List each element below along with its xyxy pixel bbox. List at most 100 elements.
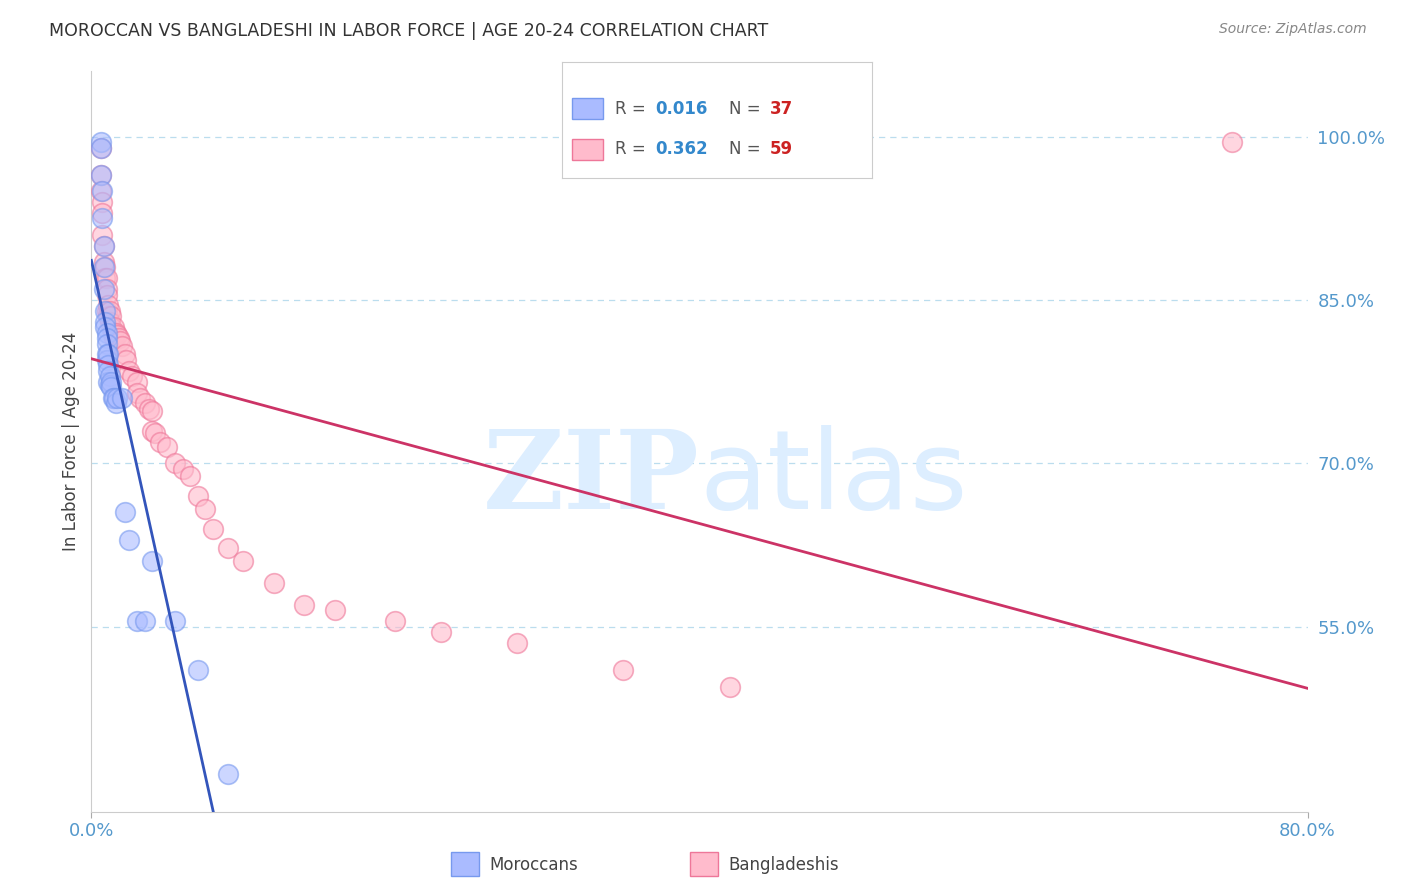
Point: [100, 375, 122, 389]
Point: [89, 140, 111, 154]
Point: [96, 326, 118, 340]
Point: [121, 369, 143, 384]
Point: [103, 331, 125, 345]
Point: [96, 331, 118, 345]
Point: [96, 287, 118, 301]
Point: [111, 391, 134, 405]
Text: ZIP: ZIP: [482, 425, 699, 532]
Point: [125, 614, 148, 628]
Point: [89, 135, 111, 149]
Point: [94, 304, 117, 318]
Point: [91, 194, 114, 209]
Point: [98, 304, 121, 318]
Point: [111, 339, 134, 353]
Point: [94, 271, 117, 285]
Point: [93, 282, 115, 296]
Point: [103, 391, 125, 405]
Text: MOROCCAN VS BANGLADESHI IN LABOR FORCE | AGE 20-24 CORRELATION CHART: MOROCCAN VS BANGLADESHI IN LABOR FORCE |…: [49, 22, 769, 40]
Point: [179, 469, 201, 483]
Point: [97, 359, 120, 373]
Point: [100, 320, 122, 334]
Point: [96, 271, 118, 285]
Point: [1220, 135, 1243, 149]
Point: [96, 352, 118, 367]
Text: N =: N =: [730, 140, 766, 159]
Text: N =: N =: [730, 100, 766, 118]
Point: [97, 298, 120, 312]
Point: [94, 320, 117, 334]
Point: [105, 391, 128, 405]
Point: [97, 375, 120, 389]
Point: [96, 347, 118, 361]
Point: [96, 304, 118, 318]
Point: [384, 614, 406, 628]
Point: [101, 326, 124, 340]
Point: [118, 533, 141, 547]
Point: [323, 603, 346, 617]
Point: [91, 211, 114, 226]
Point: [97, 310, 120, 324]
Point: [187, 489, 209, 503]
Point: [91, 206, 114, 220]
Point: [217, 541, 239, 556]
Text: Moroccans: Moroccans: [489, 856, 578, 874]
Point: [163, 456, 186, 470]
Bar: [690, 852, 718, 876]
Text: R =: R =: [614, 140, 651, 159]
Point: [506, 636, 529, 650]
Point: [100, 380, 122, 394]
Point: [93, 260, 115, 275]
Point: [94, 260, 117, 275]
Point: [100, 310, 122, 324]
Point: [89, 168, 111, 182]
Point: [292, 598, 315, 612]
Point: [202, 522, 225, 536]
Point: [217, 766, 239, 780]
Point: [129, 391, 152, 405]
Point: [187, 663, 209, 677]
Point: [97, 347, 120, 361]
Point: [172, 462, 194, 476]
Point: [94, 315, 117, 329]
Point: [103, 320, 125, 334]
Point: [134, 614, 156, 628]
Point: [89, 140, 111, 154]
Point: [107, 331, 129, 345]
Point: [96, 282, 118, 296]
Point: [138, 401, 160, 416]
Point: [141, 404, 163, 418]
Point: [98, 369, 121, 384]
FancyBboxPatch shape: [572, 139, 603, 160]
Point: [232, 554, 254, 568]
Point: [91, 227, 114, 242]
Point: [93, 238, 115, 252]
Point: [110, 334, 132, 349]
FancyBboxPatch shape: [572, 98, 603, 120]
Point: [118, 364, 141, 378]
Point: [115, 352, 138, 367]
Text: Bangladeshis: Bangladeshis: [728, 856, 839, 874]
Point: [93, 255, 115, 269]
Point: [143, 425, 166, 440]
Point: [149, 434, 172, 449]
Point: [114, 347, 136, 361]
Point: [718, 680, 741, 694]
Point: [97, 364, 120, 378]
Text: Source: ZipAtlas.com: Source: ZipAtlas.com: [1219, 22, 1367, 37]
Point: [163, 614, 186, 628]
Point: [89, 184, 111, 198]
Point: [125, 375, 148, 389]
Text: R =: R =: [614, 100, 651, 118]
Point: [263, 576, 285, 591]
Point: [91, 184, 114, 198]
Point: [98, 315, 121, 329]
Point: [125, 385, 148, 400]
Point: [612, 663, 634, 677]
Point: [98, 378, 121, 392]
Bar: [451, 852, 479, 876]
Point: [134, 396, 156, 410]
Point: [105, 327, 128, 342]
Point: [194, 502, 217, 516]
Point: [430, 625, 453, 640]
Point: [93, 238, 115, 252]
